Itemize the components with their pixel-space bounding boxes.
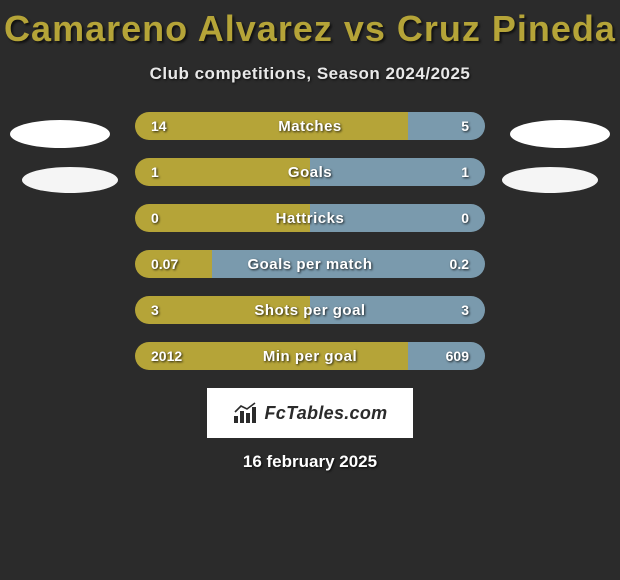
stat-label: Min per goal bbox=[135, 342, 485, 370]
stat-row: 2012609Min per goal bbox=[135, 342, 485, 370]
comparison-bars: 145Matches 11Goals 00Hattricks 0.070.2Goals… bbox=[135, 112, 485, 370]
brand-box: FcTables.com bbox=[207, 388, 413, 438]
stat-label: Matches bbox=[135, 112, 485, 140]
player-left-oval-1 bbox=[10, 120, 110, 148]
brand-chart-icon bbox=[233, 402, 259, 424]
stat-label: Goals bbox=[135, 158, 485, 186]
player-left-oval-2 bbox=[22, 167, 118, 193]
stat-row: 33Shots per goal bbox=[135, 296, 485, 324]
stat-label: Hattricks bbox=[135, 204, 485, 232]
stat-row: 145Matches bbox=[135, 112, 485, 140]
subtitle: Club competitions, Season 2024/2025 bbox=[0, 64, 620, 84]
stat-label: Goals per match bbox=[135, 250, 485, 278]
stat-row: 00Hattricks bbox=[135, 204, 485, 232]
stat-row: 0.070.2Goals per match bbox=[135, 250, 485, 278]
player-right-oval-1 bbox=[510, 120, 610, 148]
brand-text: FcTables.com bbox=[265, 403, 388, 424]
date-text: 16 february 2025 bbox=[0, 452, 620, 472]
stat-row: 11Goals bbox=[135, 158, 485, 186]
page-title: Camareno Alvarez vs Cruz Pineda bbox=[0, 0, 620, 50]
comparison-content: 145Matches 11Goals 00Hattricks 0.070.2Goals… bbox=[0, 112, 620, 472]
stat-label: Shots per goal bbox=[135, 296, 485, 324]
player-right-oval-2 bbox=[502, 167, 598, 193]
